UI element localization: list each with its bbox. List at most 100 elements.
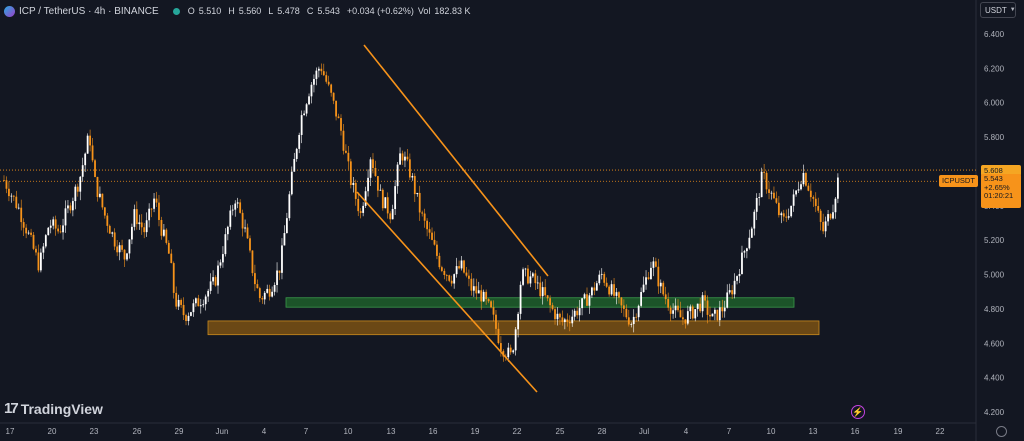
candle-body — [349, 161, 352, 185]
candle-body — [185, 315, 187, 321]
candle-body — [367, 177, 369, 192]
gear-icon[interactable] — [996, 426, 1007, 437]
candle-body — [303, 113, 306, 116]
candle-body — [428, 229, 431, 233]
candle-body — [426, 220, 429, 230]
candle-body — [3, 180, 5, 181]
candle-body — [568, 321, 571, 324]
candle-body — [640, 292, 643, 306]
candle-body — [758, 197, 761, 198]
candle-body — [313, 78, 315, 85]
chart-header: ICP / TetherUS · 4h · BINANCE O 5.510 H 5.… — [4, 3, 473, 19]
candle-body — [450, 280, 453, 284]
candle-body — [372, 159, 374, 168]
candle-body — [812, 197, 815, 199]
x-tick-label: 4 — [684, 427, 689, 436]
candle-body — [239, 202, 242, 213]
candle-body — [123, 249, 126, 260]
candle-body — [340, 118, 342, 131]
y-tick-label: 6.200 — [984, 64, 1005, 73]
candle-body — [662, 282, 665, 295]
candle-body — [172, 263, 175, 293]
candle-body — [721, 307, 724, 312]
market-status-icon — [172, 7, 180, 15]
candle-body — [593, 287, 596, 291]
tradingview-logo[interactable]: 17 TradingView — [4, 400, 103, 417]
candle-body — [27, 232, 30, 234]
candle-body — [802, 172, 805, 185]
y-tick-label: 6.400 — [984, 30, 1005, 39]
candle-body — [64, 208, 67, 226]
candle-body — [138, 222, 141, 225]
x-tick-label: Jul — [639, 427, 649, 436]
candle-body — [251, 250, 254, 274]
candle-body — [750, 228, 753, 238]
candle-body — [485, 291, 488, 300]
candle-body — [760, 171, 763, 198]
candle-body — [413, 175, 416, 195]
candle-body — [595, 283, 598, 291]
x-tick-label: 16 — [429, 427, 438, 436]
candle-body — [357, 198, 360, 212]
candle-body — [128, 239, 131, 254]
x-tick-label: 13 — [809, 427, 818, 436]
candle-body — [249, 238, 251, 251]
candle-body — [448, 275, 451, 281]
x-tick-label: 17 — [6, 427, 15, 436]
candle-body — [490, 301, 492, 308]
currency-button[interactable]: USDT ▼ — [980, 2, 1016, 18]
candle-body — [285, 218, 288, 234]
candle-body — [654, 261, 657, 267]
candle-body — [57, 228, 60, 232]
candle-body — [817, 206, 820, 211]
candle-body — [300, 115, 303, 135]
candle-body — [160, 219, 163, 236]
y-tick-label: 4.400 — [984, 374, 1005, 383]
channel-upper-line — [363, 44, 549, 277]
candle-body — [618, 292, 620, 298]
candle-body — [834, 198, 837, 213]
candle-body — [241, 212, 244, 229]
candle-body — [335, 100, 337, 117]
candle-body — [148, 208, 151, 221]
candle-body — [718, 307, 721, 321]
candle-body — [190, 312, 192, 316]
open-label: O — [187, 6, 195, 16]
candle-body — [118, 245, 121, 253]
open-value: 5.510 — [198, 6, 222, 16]
candle-body — [512, 350, 515, 353]
candle-body — [369, 159, 372, 178]
candle-body — [814, 198, 817, 207]
candle-body — [423, 213, 426, 221]
candle-body — [527, 268, 529, 284]
bolt-icon[interactable]: ⚡ — [851, 405, 865, 419]
candle-body — [627, 317, 630, 325]
currency-label: USDT — [985, 5, 1007, 15]
candle-body — [381, 189, 384, 209]
candle-body — [126, 253, 128, 260]
candle-body — [32, 234, 35, 249]
y-tick-label: 4.200 — [984, 408, 1005, 417]
candle-body — [207, 290, 210, 297]
candle-body — [679, 310, 682, 318]
candle-body — [809, 190, 812, 198]
candle-body — [106, 215, 109, 226]
brand-name: TradingView — [20, 400, 103, 417]
candle-body — [231, 209, 234, 211]
candle-body — [792, 194, 795, 206]
candle-body — [819, 210, 822, 222]
candle-body — [199, 305, 202, 307]
symbol-title[interactable]: ICP / TetherUS · 4h · BINANCE — [19, 5, 159, 17]
candle-body — [226, 226, 229, 235]
candle-body — [785, 216, 788, 218]
candle-body — [236, 202, 239, 204]
candle-body — [583, 294, 586, 299]
candle-body — [591, 287, 593, 296]
candle-body — [514, 329, 517, 351]
candle-body — [573, 310, 576, 317]
candle-body — [507, 347, 510, 358]
candle-body — [404, 156, 406, 161]
candle-body — [797, 189, 800, 191]
candle-body — [37, 252, 40, 271]
